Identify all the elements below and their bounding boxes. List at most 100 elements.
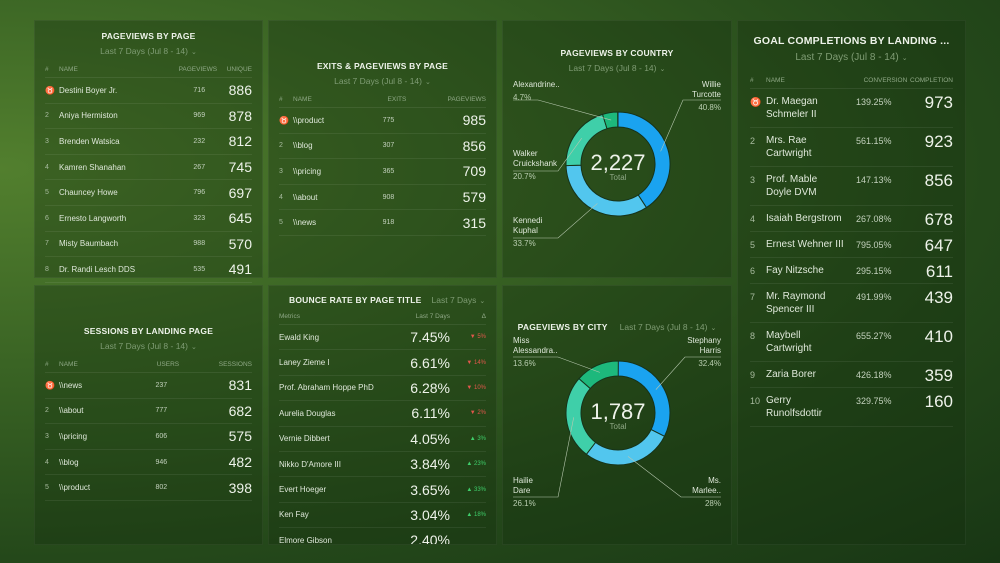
- rank: 8: [750, 322, 766, 362]
- donut-total: 1,787: [590, 399, 645, 424]
- date-range-dropdown[interactable]: Last 7 Days (Jul 8 - 14) ⌄: [100, 46, 197, 56]
- delta-badge: ▼ 2%: [450, 400, 486, 427]
- row-value: 579: [406, 184, 486, 211]
- rank: 2: [279, 133, 293, 160]
- widget-title: GOAL COMPLETIONS BY LANDING ...: [753, 35, 950, 47]
- table-row: 5 \\news 918 315: [279, 209, 486, 236]
- row-name: \\product: [59, 474, 128, 501]
- slice-percent: 28%: [705, 499, 721, 508]
- row-metric: 988: [163, 231, 218, 258]
- slice-label: Kuphal: [513, 226, 538, 235]
- rank: 2: [750, 127, 766, 167]
- widget-title: PAGEVIEWS BY COUNTRY: [560, 48, 674, 58]
- slice-label: Dare: [513, 486, 531, 495]
- slice-label: Cruickshank: [513, 159, 558, 168]
- delta-value: 10%: [473, 384, 486, 391]
- date-range-dropdown[interactable]: Last 7 Days (Jul 8 - 14) ⌄: [100, 341, 197, 351]
- row-value: 678: [907, 205, 953, 232]
- row-metric: 535: [163, 256, 218, 283]
- column-header: #: [750, 73, 766, 89]
- slice-label: Alexandrine..: [513, 80, 560, 89]
- pageviews-by-country-widget: PAGEVIEWS BY COUNTRY Last 7 Days (Jul 8 …: [502, 20, 732, 278]
- date-range-dropdown[interactable]: Last 7 Days (Jul 8 - 14) ⌄: [568, 63, 666, 73]
- donut-total: 2,227: [590, 150, 645, 175]
- column-header: SESSIONS: [179, 357, 252, 373]
- table-row: 5 Chauncey Howe 796 697: [45, 179, 252, 206]
- table-row: 5 \\product 802 398: [45, 474, 252, 501]
- chevron-down-icon: ⌄: [710, 325, 717, 332]
- row-name: Misty Baumbach: [59, 231, 164, 258]
- delta-value: 5%: [477, 334, 486, 341]
- row-value: 745: [217, 154, 252, 181]
- row-name: Ernesto Langworth: [59, 205, 164, 232]
- date-range-dropdown[interactable]: Last 7 Days (Jul 8 - 14) ⌄: [334, 76, 431, 86]
- slice-label: Hailie: [513, 476, 534, 485]
- row-name: Evert Hoeger: [279, 476, 400, 503]
- row-metric: 491.99%: [844, 283, 908, 323]
- row-name: Fay Nitzsche: [766, 257, 844, 284]
- slice-label: Willie: [702, 80, 722, 89]
- row-value: 856: [406, 133, 486, 160]
- row-name: Nikko D'Amore III: [279, 451, 400, 478]
- rank: 3: [45, 128, 59, 155]
- date-range-dropdown[interactable]: Last 7 Days (Jul 8 - 14) ⌄: [619, 322, 717, 332]
- row-value: 3.65%: [399, 476, 450, 503]
- arrow-up-icon: ▲: [466, 486, 474, 493]
- delta-badge: ▼ 10%: [450, 375, 486, 402]
- row-value: 160: [907, 387, 953, 427]
- row-metric: 365: [357, 158, 407, 185]
- table-row: 3 \\pricing 606 575: [45, 423, 252, 450]
- row-name: \\news: [293, 209, 358, 236]
- rank: 4: [750, 205, 766, 232]
- row-name: Aniya Hermiston: [59, 103, 164, 130]
- table-header: # NAME EXITS PAGEVIEWS: [279, 92, 486, 108]
- delta-value: 18%: [473, 511, 486, 518]
- table-row: Aurelia Douglas 6.11% ▼ 2%: [279, 400, 486, 427]
- row-value: 491: [217, 256, 252, 283]
- table-row: 10 Gerry Runolfsdottir 329.75% 160: [750, 387, 953, 427]
- row-name: Ernest Wehner III: [766, 231, 844, 258]
- widget-title: BOUNCE RATE BY PAGE TITLE: [289, 295, 422, 305]
- date-range-dropdown[interactable]: Last 7 Days ⌄: [431, 295, 486, 305]
- column-header: PAGEVIEWS: [406, 92, 486, 108]
- row-value: 709: [406, 158, 486, 185]
- sessions-table: # NAME USERS SESSIONS ♉ \\news 237 831 2 \\about 7…: [45, 357, 252, 501]
- row-value: 439: [907, 283, 953, 323]
- table-row: 8 Dr. Randi Lesch DDS 535 491: [45, 256, 252, 283]
- row-name: Prof. Abraham Hoppe PhD: [279, 375, 400, 402]
- leader-line: [655, 356, 721, 390]
- row-name: Mrs. Rae Cartwright: [766, 127, 844, 167]
- delta-badge: ▲ 18%: [450, 502, 486, 529]
- row-metric: 796: [163, 179, 218, 206]
- rank: 6: [45, 205, 59, 232]
- table-row: Prof. Abraham Hoppe PhD 6.28% ▼ 10%: [279, 375, 486, 402]
- table-row: 8 Maybell Cartwright 655.27% 410: [750, 322, 953, 362]
- arrow-up-icon: ▲: [466, 461, 474, 468]
- date-range-dropdown[interactable]: Last 7 Days (Jul 8 - 14) ⌄: [795, 52, 908, 63]
- arrow-down-icon: ▼: [466, 359, 474, 366]
- column-header: Δ: [450, 309, 486, 325]
- rank: 7: [750, 283, 766, 323]
- sessions-by-landing-widget: SESSIONS BY LANDING PAGE Last 7 Days (Ju…: [34, 285, 263, 545]
- row-metric: 946: [127, 449, 180, 476]
- table-row: 3 Brenden Watsica 232 812: [45, 128, 252, 155]
- trophy-icon: ♉: [45, 77, 59, 104]
- table-row: 4 \\about 908 579: [279, 184, 486, 211]
- leader-line: [513, 417, 575, 498]
- row-name: \\blog: [293, 133, 358, 160]
- table-row: Laney Zieme I 6.61% ▼ 14%: [279, 349, 486, 376]
- pageviews-by-page-widget: PAGEVIEWS BY PAGE Last 7 Days (Jul 8 - 1…: [34, 20, 263, 283]
- row-value: 6.28%: [399, 375, 450, 402]
- slice-percent: 26.1%: [513, 499, 536, 508]
- rank: 4: [45, 154, 59, 181]
- rank: 3: [279, 158, 293, 185]
- row-metric: 237: [127, 372, 180, 399]
- widget-title: SESSIONS BY LANDING PAGE: [83, 326, 214, 336]
- row-name: Ewald King: [279, 324, 400, 351]
- rank: 2: [45, 103, 59, 130]
- row-metric: 426.18%: [844, 361, 908, 388]
- table-row: 5 Ernest Wehner III 795.05% 647: [750, 231, 953, 258]
- row-value: 7.45%: [399, 324, 450, 351]
- row-metric: 918: [357, 209, 407, 236]
